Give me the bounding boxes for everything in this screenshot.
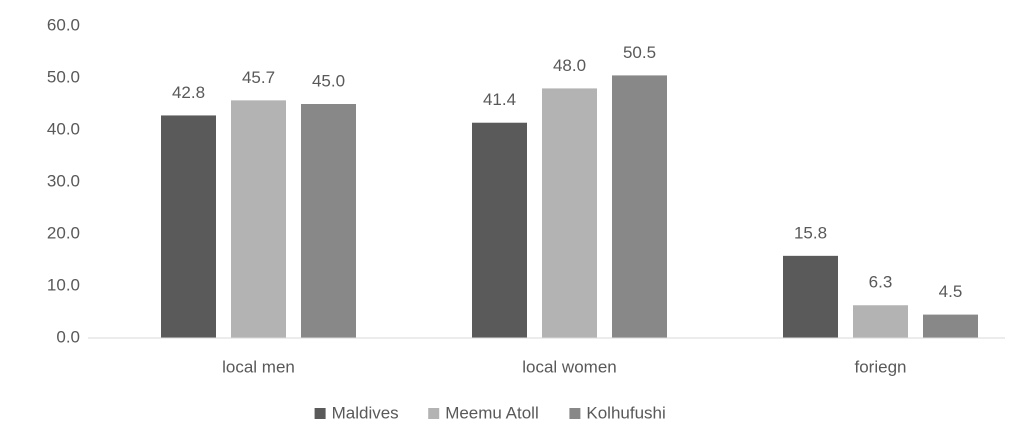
bar <box>923 314 978 338</box>
legend-swatch <box>569 408 581 419</box>
x-tick-label: local women <box>522 357 617 376</box>
data-label: 48.0 <box>553 56 586 75</box>
legend-swatch <box>428 408 440 419</box>
data-label: 6.3 <box>869 273 893 292</box>
bar <box>612 75 667 339</box>
x-tick-label: foriegn <box>855 357 907 376</box>
y-tick-label: 10.0 <box>47 275 80 294</box>
data-label: 42.8 <box>172 83 205 102</box>
y-tick-label: 20.0 <box>47 223 80 242</box>
data-label: 15.8 <box>794 223 827 242</box>
data-label: 4.5 <box>939 282 963 301</box>
bar <box>542 88 597 339</box>
y-tick-label: 30.0 <box>47 171 80 190</box>
data-label: 45.7 <box>242 68 275 87</box>
y-tick-label: 60.0 <box>47 15 80 34</box>
y-tick-label: 50.0 <box>47 67 80 86</box>
data-label: 50.5 <box>623 43 656 62</box>
bar <box>161 115 216 338</box>
data-label: 45.0 <box>312 71 345 90</box>
legend-label: Kolhufushi <box>586 403 665 422</box>
legend-label: Meemu Atoll <box>445 403 539 422</box>
bar <box>472 122 527 338</box>
x-tick-label: local men <box>222 357 295 376</box>
y-tick-label: 0.0 <box>56 327 80 346</box>
y-tick-label: 40.0 <box>47 119 80 138</box>
bar <box>853 305 908 338</box>
legend-label: Maldives <box>332 403 399 422</box>
bar <box>783 255 838 338</box>
bar <box>231 100 286 338</box>
legend-swatch <box>314 408 326 419</box>
bar <box>301 104 356 338</box>
data-label: 41.4 <box>483 90 516 109</box>
